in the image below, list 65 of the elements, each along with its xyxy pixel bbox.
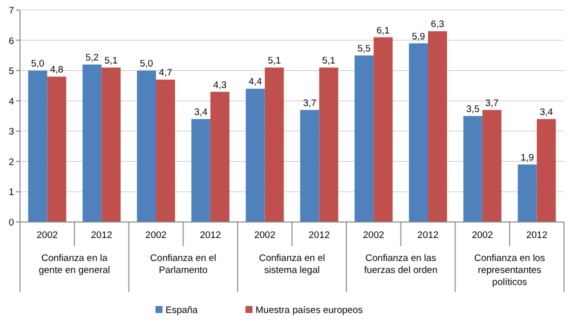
data-label: 5,1: [268, 56, 281, 67]
bar: [102, 68, 121, 222]
data-label: 4,3: [213, 80, 227, 91]
data-label: 3,4: [540, 107, 553, 118]
x-tick-label: 2002: [254, 230, 276, 241]
bar: [536, 119, 556, 222]
y-tick-label: 7: [8, 6, 14, 16]
y-tick-label: 6: [8, 36, 14, 47]
bar: [300, 110, 320, 222]
data-label: 5,1: [104, 56, 118, 67]
text: Confianza en el Parlamento: [150, 253, 216, 276]
bar: [246, 88, 265, 222]
data-label: 3,4: [194, 107, 208, 118]
data-label: 5,1: [322, 56, 336, 67]
text: Confianza en los representantes políticos: [474, 253, 546, 288]
bar: [28, 70, 48, 222]
y-tick-label: 2: [8, 156, 14, 168]
data-label: 6,1: [376, 25, 390, 36]
x-tick-label: 2012: [526, 230, 548, 241]
data-label: 3,7: [303, 98, 316, 109]
bar: [428, 31, 448, 222]
y-tick-label: 5: [8, 66, 14, 78]
legend-label: Muestra países europeos: [256, 305, 363, 316]
bar: [136, 70, 156, 222]
x-tick-label: 2012: [417, 230, 439, 241]
bar: [156, 80, 176, 222]
bar: [463, 116, 482, 222]
bar: [319, 68, 338, 222]
x-tick-label: 2012: [91, 230, 112, 241]
bar: [354, 55, 374, 222]
data-label: 5,5: [357, 43, 371, 54]
bar: [518, 164, 537, 222]
y-tick-label: 3: [8, 126, 14, 138]
y-tick-label: 1: [8, 187, 14, 198]
bar: [82, 64, 102, 222]
data-label: 4,8: [50, 64, 64, 76]
text: Confianza en las fuerzas del orden: [364, 253, 438, 276]
bar: [374, 37, 393, 222]
x-tick-label: 2002: [36, 230, 58, 241]
x-tick-label: 2002: [472, 230, 493, 241]
x-tick-label: 2012: [308, 230, 330, 241]
y-tick-label: 0: [8, 218, 14, 228]
bar: [408, 43, 428, 222]
x-tick-label: 2002: [145, 230, 167, 241]
bar: [264, 68, 284, 222]
text: Confianza en la gente en general: [38, 253, 110, 276]
bar: [47, 76, 66, 222]
y-tick-label: 4: [8, 96, 14, 108]
bar: [210, 92, 230, 222]
text: Confianza en el sistema legal: [258, 253, 326, 276]
bar: [482, 110, 502, 222]
data-label: 5,0: [140, 58, 154, 70]
data-label: 3,5: [466, 104, 480, 115]
data-label: 3,7: [485, 98, 499, 109]
data-label: 1,9: [520, 152, 534, 164]
data-label: 5,0: [31, 58, 44, 70]
data-label: 5,9: [412, 31, 426, 42]
x-tick-label: 2002: [363, 230, 384, 241]
legend-label: España: [166, 305, 198, 316]
data-label: 4,4: [248, 76, 262, 88]
data-label: 5,2: [85, 52, 99, 64]
data-label: 6,3: [430, 19, 444, 30]
bar: [191, 119, 210, 222]
data-label: 4,7: [158, 68, 172, 79]
x-tick-label: 2012: [200, 230, 221, 241]
